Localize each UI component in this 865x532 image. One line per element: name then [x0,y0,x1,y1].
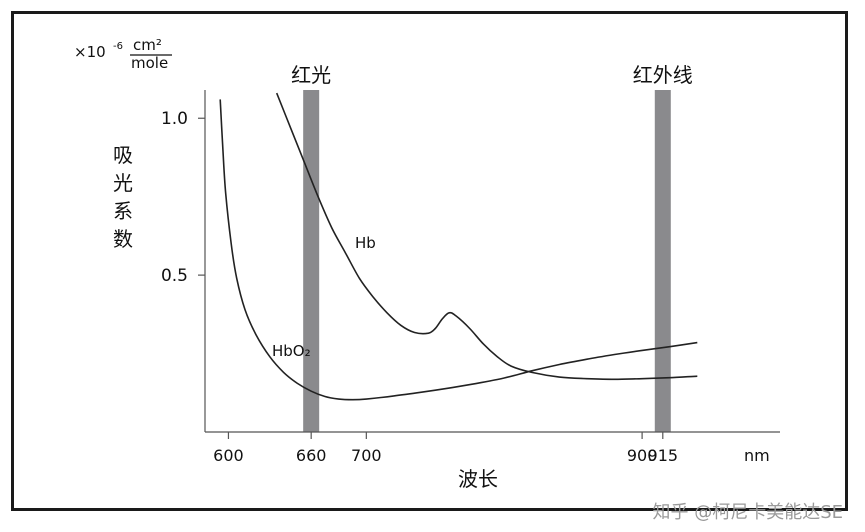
x-tick-label-3: 900 [627,446,658,465]
band-label-0: 红光 [291,63,331,87]
watermark: 知乎 @柯尼卡美能达SE [652,502,843,523]
y-unit-prefix: ×10 [74,43,106,61]
bands-layer: 红光 红外线 [291,63,693,432]
y-unit-exponent: -6 [113,41,123,52]
curves-layer [219,92,698,401]
band-0 [303,90,320,432]
y-unit: ×10 -6 cm² mole [74,36,172,72]
axes-layer [204,90,780,433]
x-tick-label-4: 915 [648,446,679,465]
y-axis-label: 吸光系数 [113,143,133,251]
series-label-hbo2: HbO₂ [272,342,311,360]
x-axis-label: 波长 [458,467,498,491]
y-tick-label-0: 0.5 [161,266,188,286]
band-label-1: 红外线 [633,63,693,87]
x-tick-label-0: 600 [213,446,244,465]
y-unit-numerator: cm² [133,36,162,54]
figure-frame [11,11,848,511]
band-1 [654,90,671,432]
x-unit-label: nm [744,446,770,465]
x-tick-label-1: 660 [296,446,327,465]
x-tick-label-2: 700 [351,446,382,465]
series-line-0 [275,92,698,381]
y-unit-denominator: mole [131,54,168,72]
series-label-hb: Hb [355,234,376,252]
series-line-1 [219,99,698,401]
y-tick-label-1: 1.0 [161,109,188,129]
